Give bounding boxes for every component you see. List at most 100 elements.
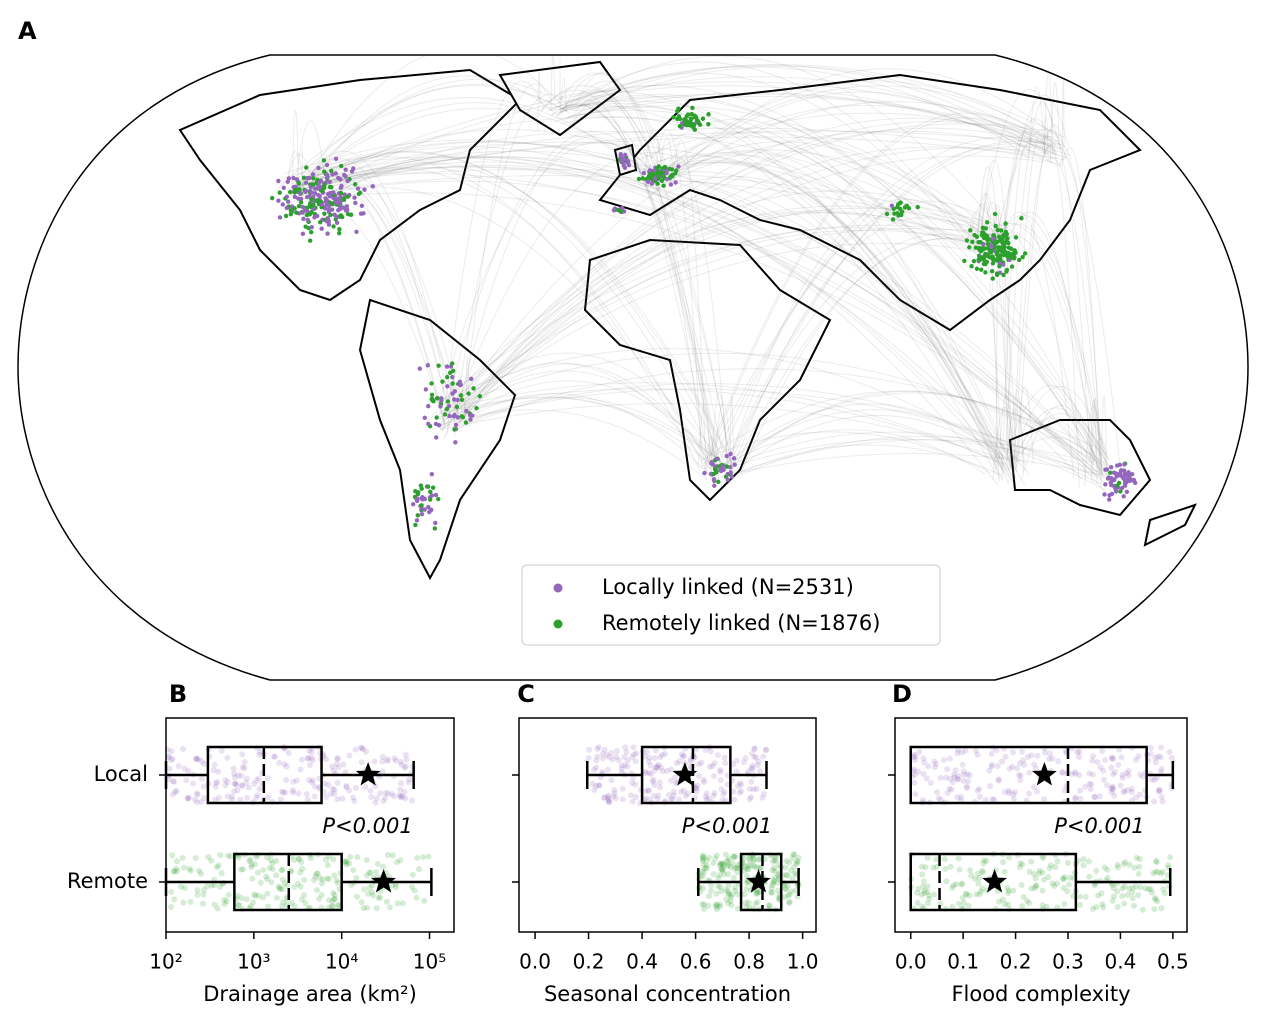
gauge-dot: [317, 194, 321, 198]
jitter-point: [413, 895, 419, 901]
jitter-point: [340, 761, 346, 767]
jitter-point: [1090, 753, 1096, 759]
jitter-point: [720, 861, 726, 867]
jitter-point: [785, 893, 791, 899]
jitter-point: [363, 749, 369, 755]
gauge-dot: [989, 245, 993, 249]
x-tick-label: 10⁴: [325, 950, 358, 974]
gauge-dot: [299, 200, 303, 204]
gauge-dot: [434, 422, 438, 426]
jitter-point: [366, 870, 372, 876]
jitter-point: [319, 892, 325, 898]
jitter-point: [620, 796, 626, 802]
gauge-dot: [294, 211, 298, 215]
jitter-point: [1142, 885, 1148, 891]
gauge-dot: [327, 222, 331, 226]
jitter-point: [768, 885, 774, 891]
jitter-point: [763, 746, 769, 752]
gauge-dot: [447, 414, 451, 418]
jitter-point: [752, 745, 758, 751]
jitter-point: [1115, 762, 1121, 768]
gauge-dot: [362, 187, 366, 191]
jitter-point: [1055, 758, 1061, 764]
jitter-point: [198, 871, 204, 877]
jitter-point: [956, 856, 962, 862]
legend-label: Remotely linked (N=1876): [602, 611, 880, 635]
jitter-point: [258, 880, 264, 886]
x-tick-label: 0.3: [1052, 950, 1084, 974]
jitter-point: [1066, 882, 1072, 888]
gauge-dot: [1019, 216, 1023, 220]
jitter-point: [1067, 875, 1073, 881]
jitter-point: [912, 791, 918, 797]
jitter-point: [1000, 859, 1006, 865]
jitter-point: [958, 882, 964, 888]
jitter-point: [376, 895, 382, 901]
jitter-point: [715, 875, 721, 881]
gauge-dot: [725, 454, 729, 458]
jitter-point: [723, 897, 729, 903]
gauge-dot: [295, 177, 299, 181]
gauge-dot: [623, 153, 627, 157]
jitter-point: [260, 867, 266, 873]
jitter-point: [305, 797, 311, 803]
jitter-point: [201, 761, 207, 767]
gauge-dot: [326, 208, 330, 212]
gauge-dot: [648, 168, 652, 172]
jitter-point: [212, 762, 218, 768]
jitter-point: [416, 866, 422, 872]
gauge-dot: [354, 230, 358, 234]
gauge-dot: [1023, 251, 1027, 255]
gauge-dot: [325, 172, 329, 176]
jitter-point: [217, 884, 223, 890]
jitter-point: [1019, 882, 1025, 888]
jitter-point: [377, 790, 383, 796]
gauge-dot: [981, 231, 985, 235]
x-tick-label: 0.2: [573, 950, 605, 974]
jitter-point: [613, 754, 619, 760]
jitter-point: [1167, 854, 1173, 860]
gauge-dot: [304, 189, 308, 193]
jitter-point: [409, 797, 415, 803]
jitter-point: [1118, 782, 1124, 788]
jitter-point: [954, 794, 960, 800]
jitter-point: [701, 862, 707, 868]
jitter-point: [192, 796, 198, 802]
gauge-dot: [993, 212, 997, 216]
jitter-point: [252, 893, 258, 899]
gauge-dot: [996, 248, 1000, 252]
gauge-dot: [455, 405, 459, 409]
x-tick-label: 10²: [149, 950, 182, 974]
jitter-point: [368, 794, 374, 800]
jitter-point: [942, 856, 948, 862]
jitter-point: [1093, 868, 1099, 874]
gauge-dot: [978, 240, 982, 244]
jitter-point: [370, 893, 376, 899]
jitter-point: [1156, 788, 1162, 794]
gauge-dot: [451, 414, 455, 418]
gauge-dot: [671, 115, 675, 119]
jitter-point: [1169, 755, 1175, 761]
jitter-point: [680, 754, 686, 760]
jitter-point: [1132, 865, 1138, 871]
x-tick-label: 0.6: [680, 950, 712, 974]
jitter-point: [1064, 888, 1070, 894]
jitter-point: [919, 871, 925, 877]
gauge-dot: [309, 197, 313, 201]
jitter-point: [279, 903, 285, 909]
gauge-dot: [661, 184, 665, 188]
x-axis-label: Flood complexity: [951, 982, 1130, 1006]
legend-label: Locally linked (N=2531): [602, 575, 854, 599]
jitter-point: [737, 780, 743, 786]
jitter-point: [1097, 793, 1103, 799]
jitter-point: [960, 762, 966, 768]
gauge-dot: [439, 396, 443, 400]
jitter-point: [714, 852, 720, 858]
jitter-point: [593, 757, 599, 763]
gauge-dot: [983, 252, 987, 256]
jitter-point: [238, 797, 244, 803]
jitter-point: [180, 746, 186, 752]
gauge-dot: [979, 267, 983, 271]
gauge-dot: [962, 259, 966, 263]
gauge-dot: [446, 399, 450, 403]
